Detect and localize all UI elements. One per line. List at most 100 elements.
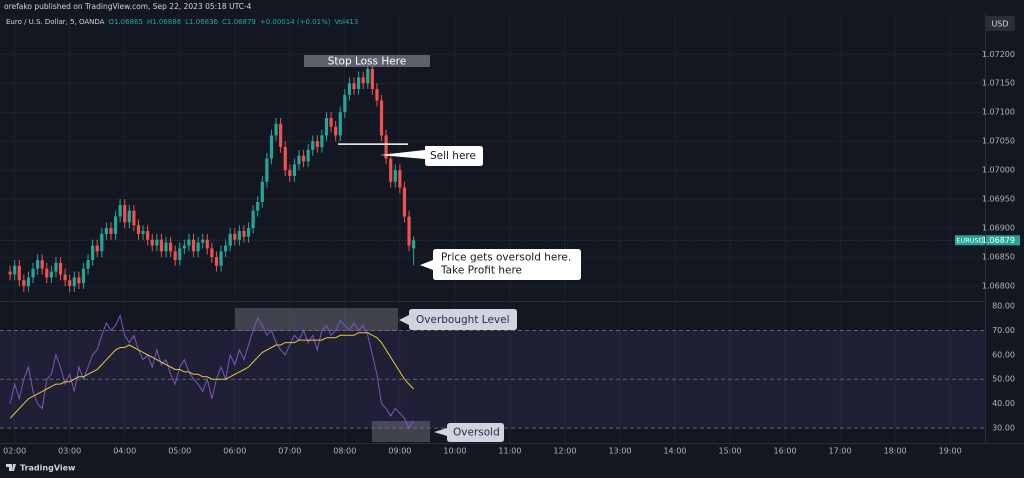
candle-body (384, 135, 388, 159)
ohlc-close: C1.06879 (222, 18, 256, 26)
candle-body (224, 245, 228, 252)
candle-body (292, 164, 296, 176)
oversold-zone (372, 421, 430, 442)
x-tick-label: 06:00 (223, 447, 246, 456)
currency-button[interactable] (985, 16, 1015, 31)
callout (399, 309, 517, 330)
currency-label[interactable]: USD (991, 20, 1008, 29)
candle-body (72, 277, 76, 287)
candle-body (356, 77, 361, 90)
candle-body (361, 77, 365, 84)
candle-body (402, 187, 407, 217)
stop-loss-label: Stop Loss Here (328, 56, 406, 68)
sell-label: Sell here (430, 150, 476, 162)
y-tick-label: 1.07150 (982, 79, 1015, 88)
candle-body (95, 245, 99, 252)
candle-body (40, 260, 44, 269)
candle-body (196, 242, 200, 252)
candle-body (370, 68, 374, 90)
candle-body (8, 271, 12, 275)
candle-body (210, 248, 214, 258)
y-tick-label: 1.06950 (982, 195, 1015, 204)
x-tick-label: 11:00 (498, 447, 521, 456)
candle-body (251, 210, 255, 229)
candle-body (191, 239, 196, 252)
candle-body (81, 268, 86, 284)
candle-body (347, 83, 352, 95)
candle-body (398, 170, 402, 188)
candle-body (389, 158, 393, 182)
y-tick-label: 1.07050 (982, 137, 1015, 146)
x-tick-label: 16:00 (774, 447, 797, 456)
candle-body (320, 135, 324, 147)
y-tick-label: 60.00 (992, 350, 1015, 359)
price-tag (955, 235, 985, 246)
candle-body (86, 260, 90, 269)
candle-body (63, 274, 67, 281)
candle-body (279, 123, 283, 147)
x-tick-label: 02:00 (3, 447, 26, 456)
candle-body (283, 146, 287, 171)
publish-header: orefako published on TradingView.com, Se… (4, 2, 252, 11)
y-tick-label: 80.00 (992, 301, 1015, 310)
candle-body (412, 240, 416, 249)
candle-body (104, 228, 108, 234)
candle-body (77, 277, 81, 284)
y-tick-label: 1.07000 (982, 166, 1015, 175)
candle-body (68, 280, 72, 287)
ohlc-low: L1.06836 (185, 18, 219, 26)
price-tag-value: 1.06879 (982, 236, 1015, 245)
logo-icon (6, 464, 16, 471)
candle-body (379, 100, 384, 136)
candle-body (13, 265, 17, 275)
x-tick-label: 15:00 (719, 447, 742, 456)
x-tick-label: 19:00 (939, 447, 962, 456)
candle-body (407, 216, 411, 246)
oversold-label: Oversold (453, 427, 500, 439)
candle-body (26, 277, 31, 287)
y-tick-label: 1.06800 (982, 282, 1015, 291)
x-tick-label: 04:00 (113, 447, 136, 456)
rsi-line (9, 332, 414, 419)
x-tick-label: 13:00 (608, 447, 631, 456)
candle-body (228, 233, 232, 246)
candle-body (233, 233, 237, 240)
candle-body (132, 210, 136, 226)
callout (434, 423, 504, 442)
candle-body (150, 239, 154, 246)
candle-body (301, 155, 306, 162)
candle-body (375, 89, 379, 101)
rsi-line (9, 314, 415, 430)
candle-body (393, 170, 397, 182)
candle-body (315, 141, 319, 147)
candle-body (127, 210, 131, 223)
candle-body (269, 135, 274, 159)
y-tick-label: 50.00 (992, 375, 1015, 384)
candle-body (49, 271, 53, 278)
candle-body (91, 245, 95, 261)
volume: Vol413 (334, 18, 359, 26)
candle-body (141, 231, 145, 234)
x-tick-label: 09:00 (388, 447, 411, 456)
candle-body (338, 112, 342, 136)
candle-body (352, 83, 356, 90)
candle-body (201, 239, 205, 243)
x-tick-label: 14:00 (663, 447, 686, 456)
y-tick-label: 1.06850 (982, 253, 1015, 262)
candle-body (205, 239, 209, 249)
candle-body (155, 239, 159, 246)
candle-body (136, 225, 141, 234)
candle-body (118, 204, 122, 217)
x-tick-label: 08:00 (333, 447, 356, 456)
take-profit-label: Price gets oversold here. (441, 252, 571, 264)
overbought-label: Overbought Level (416, 314, 510, 326)
ohlc-change: +0.00014 (+0.01%) (259, 18, 331, 26)
y-tick-label: 1.07200 (982, 50, 1015, 59)
candle-body (256, 202, 260, 211)
callout (380, 146, 483, 166)
x-tick-label: 10:00 (443, 447, 466, 456)
y-tick-label: 70.00 (992, 326, 1015, 335)
candle-body (246, 228, 251, 237)
candle-body (182, 245, 186, 249)
